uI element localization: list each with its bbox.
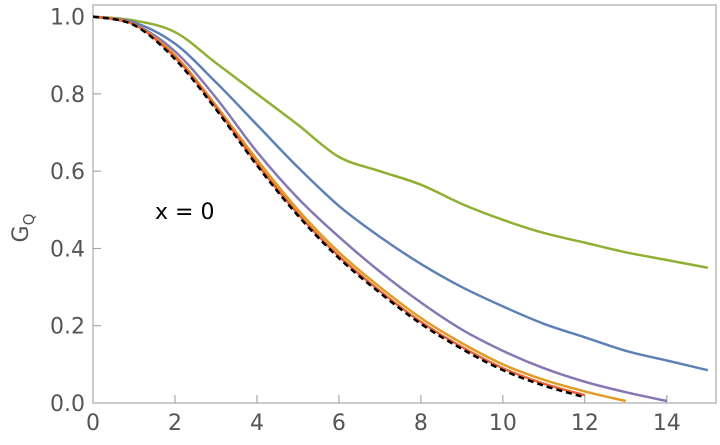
series-line [93,15,709,269]
y-tick-label: 0.2 [50,315,85,340]
x-tick-label: 0 [86,411,100,436]
series-line [93,15,586,397]
annotation: x = 0 [155,200,214,225]
series-line [93,15,709,372]
series-line [93,15,586,399]
x-tick-label: 10 [489,411,517,436]
series-line [93,15,668,403]
y-tick-label: 0.0 [50,392,85,417]
plot-frame [92,4,717,404]
x-tick-label: 12 [571,411,599,436]
y-tick-label: 0.8 [50,83,85,108]
y-tick-label: 1.0 [50,6,85,31]
x-tick-label: 8 [414,411,428,436]
y-label-main: G [9,225,34,242]
x-tick-label: 4 [250,411,264,436]
y-tick-label: 0.6 [50,160,85,185]
x-tick-label: 2 [168,411,182,436]
y-label-sub: Q [20,214,38,226]
y-axis-label: GQ [9,214,38,243]
y-tick-label: 0.4 [50,237,85,262]
series-line [93,15,627,403]
x-tick-label: 14 [653,411,681,436]
x-tick-label: 6 [332,411,346,436]
